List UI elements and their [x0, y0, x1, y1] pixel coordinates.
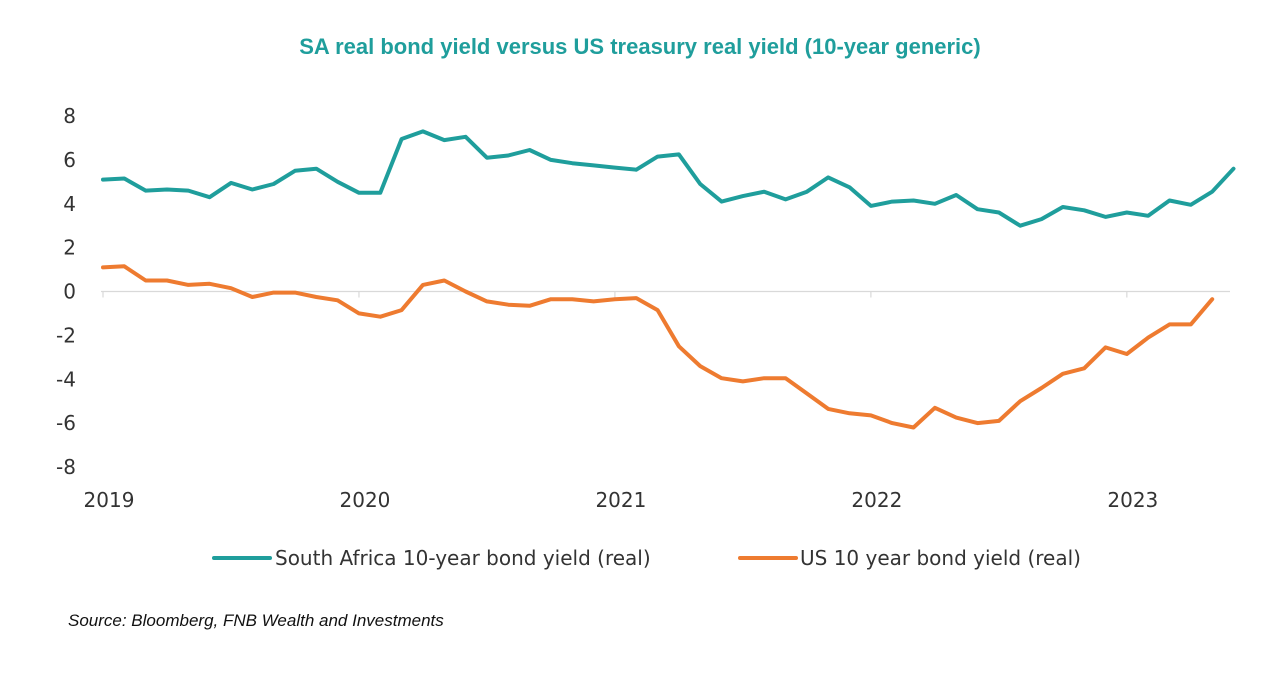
axes-layer: 8 6 4 2 0 -2 -4 -6 -8 2019 2020 2021 2022 2023	[56, 104, 1230, 512]
legend: South Africa 10-year bond yield (real) US…	[212, 546, 1081, 570]
series-line-sa	[101, 129, 1236, 228]
x-tick-label: 2022	[851, 488, 902, 512]
y-tick-label: -4	[56, 367, 76, 391]
chart-title: SA real bond yield versus US treasury re…	[299, 34, 981, 59]
y-tick-label: 2	[63, 236, 76, 260]
x-tick-label: 2019	[84, 488, 135, 512]
x-tick-label: 2023	[1107, 488, 1158, 512]
source-note: Source: Bloomberg, FNB Wealth and Invest…	[68, 611, 444, 630]
x-tick-label: 2020	[340, 488, 391, 512]
legend-label: US 10 year bond yield (real)	[800, 546, 1081, 570]
series-line-us	[101, 264, 1215, 430]
x-tick-label: 2021	[595, 488, 646, 512]
y-tick-label: 0	[63, 280, 76, 304]
y-tick-label: -6	[56, 411, 76, 435]
legend-label: South Africa 10-year bond yield (real)	[275, 546, 651, 570]
y-tick-label: 4	[63, 192, 76, 216]
series-layer	[101, 129, 1236, 430]
y-tick-label: -2	[56, 323, 76, 347]
y-tick-label: -8	[56, 455, 76, 479]
y-tick-label: 6	[63, 148, 76, 172]
y-tick-label: 8	[63, 104, 76, 128]
